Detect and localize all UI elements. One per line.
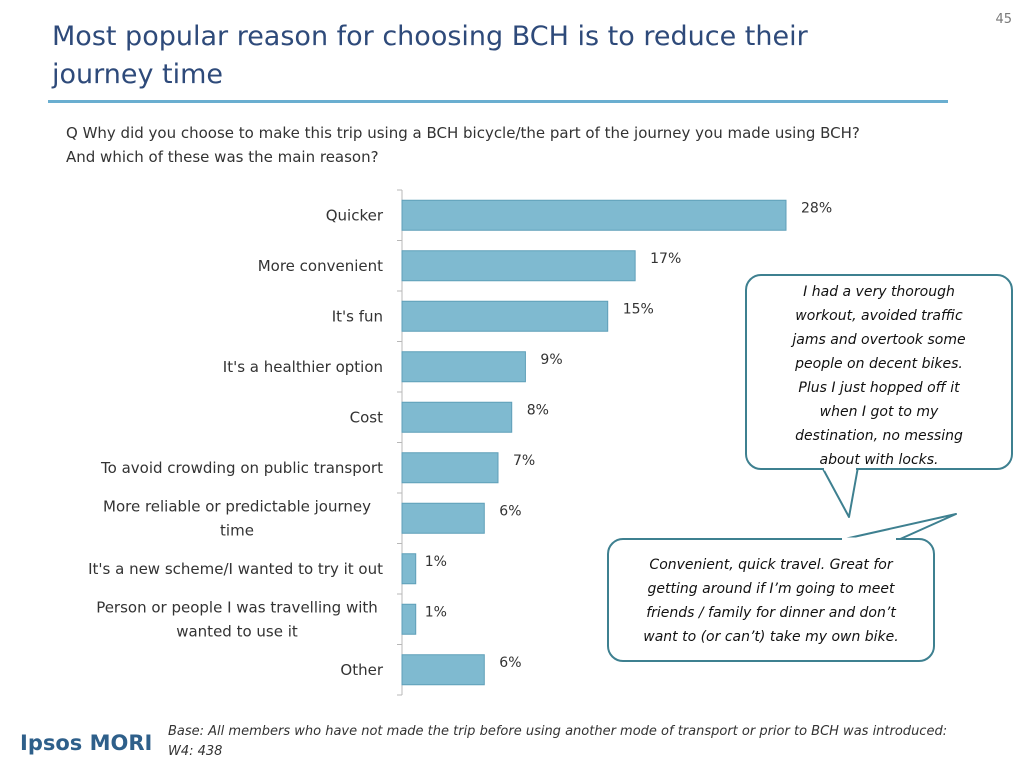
slide-title-line-1: Most popular reason for choosing BCH is … [52, 21, 808, 52]
value-label-5: 8% [527, 402, 549, 418]
value-label-4: 9% [540, 352, 562, 368]
quote-2-line-1: Convenient, quick travel. Great for [649, 557, 893, 573]
quote-1-text: I had a very thorough workout, avoided tr… [757, 280, 1001, 472]
value-label-9: 1% [425, 604, 447, 620]
base-note: Base: All members who have not made the … [168, 722, 998, 762]
quote-1-line-3: jams and overtook some [792, 332, 966, 348]
bar-10 [401, 654, 485, 686]
category-label-3-line-1: It's fun [332, 307, 383, 325]
category-label-3: It's fun [332, 307, 383, 325]
survey-question: Q Why did you choose to make this trip u… [66, 121, 966, 169]
category-label-1: Quicker [326, 206, 384, 224]
category-label-10-line-1: Other [340, 661, 383, 679]
bar-2 [401, 250, 636, 282]
quote-1-line-1: I had a very thorough [803, 284, 955, 300]
value-label-7: 6% [499, 503, 521, 519]
bar-7 [401, 502, 485, 534]
category-label-6-line-1: To avoid crowding on public transport [100, 459, 383, 477]
survey-question-line-2: And which of these was the main reason? [66, 148, 379, 166]
bar-4 [401, 351, 526, 383]
category-label-8: It's a new scheme/I wanted to try it out [88, 560, 383, 578]
quote-1-line-8: about with locks. [819, 452, 939, 468]
value-label-6: 7% [513, 453, 535, 469]
bar-5 [401, 401, 513, 433]
quote-1-line-2: workout, avoided traffic [795, 308, 963, 324]
value-label-3: 15% [623, 301, 654, 317]
value-label-2: 17% [650, 251, 681, 267]
category-label-7: More reliable or predictable journey time [103, 497, 371, 539]
category-label-9: Person or people I was travelling with wa… [96, 598, 378, 640]
survey-question-line-1: Q Why did you choose to make this trip u… [66, 124, 860, 142]
value-label-1: 28% [801, 200, 832, 216]
quote-1-line-4: people on decent bikes. [795, 356, 963, 372]
category-label-5-line-1: Cost [350, 408, 383, 426]
category-label-7-line-2: time [220, 521, 254, 539]
category-label-4-line-1: It's a healthier option [223, 358, 383, 376]
quote-2-text: Convenient, quick travel. Great for getti… [619, 553, 923, 649]
quote-1-line-6: when I got to my [819, 404, 939, 420]
bar-1 [401, 199, 787, 231]
bar-8 [401, 553, 417, 585]
quote-2-line-2: getting around if I’m going to meet [647, 581, 895, 597]
slide-title-line-2: journey time [52, 59, 224, 90]
category-label-2: More convenient [258, 257, 383, 275]
category-label-2-line-1: More convenient [258, 257, 383, 275]
title-divider [48, 100, 948, 103]
category-label-9-line-1: Person or people I was travelling with [96, 598, 378, 616]
page-number: 45 [995, 12, 1012, 27]
ipsos-mori-logo: Ipsos MORI [20, 731, 153, 755]
slide-title: Most popular reason for choosing BCH is … [52, 18, 852, 94]
quote-2-line-3: friends / family for dinner and don’t [646, 605, 896, 621]
category-label-7-line-1: More reliable or predictable journey [103, 497, 371, 515]
value-label-10: 6% [499, 655, 521, 671]
category-label-8-line-1: It's a new scheme/I wanted to try it out [88, 560, 383, 578]
bar-9 [401, 603, 417, 635]
category-label-9-line-2: wanted to use it [176, 622, 298, 640]
base-note-line-2: W4: 438 [168, 744, 223, 759]
category-label-4: It's a healthier option [223, 358, 383, 376]
quote-1-line-7: destination, no messing [795, 428, 963, 444]
category-label-5: Cost [350, 408, 383, 426]
category-label-10: Other [340, 661, 383, 679]
category-label-1-line-1: Quicker [326, 206, 384, 224]
bar-6 [401, 452, 499, 484]
quote-2-line-4: want to (or can’t) take my own bike. [643, 629, 899, 645]
category-label-6: To avoid crowding on public transport [100, 459, 383, 477]
base-note-line-1: Base: All members who have not made the … [168, 724, 948, 739]
bar-3 [401, 300, 609, 332]
value-label-8: 1% [425, 554, 447, 570]
quote-callout-2: Convenient, quick travel. Great for getti… [607, 538, 935, 662]
quote-1-line-5: Plus I just hopped off it [798, 380, 960, 396]
quote-callout-1: I had a very thorough workout, avoided tr… [745, 274, 1013, 470]
